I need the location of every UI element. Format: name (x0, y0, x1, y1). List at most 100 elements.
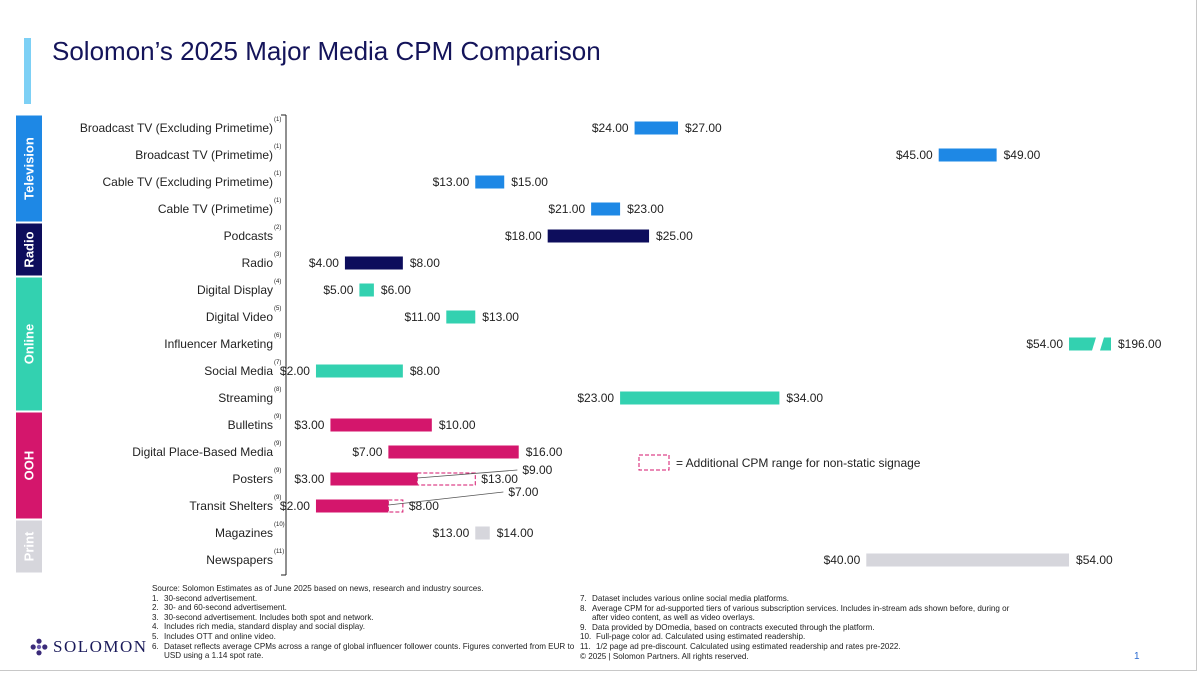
bar-digital-video (446, 310, 476, 324)
bar-influencer-marketing (1069, 337, 1096, 351)
value-high-label: $49.00 (1004, 148, 1041, 162)
value-high-label: $6.00 (381, 283, 411, 297)
value-high-label: $15.00 (511, 175, 548, 189)
legend-dashed-swatch (638, 454, 670, 471)
bar-radio (344, 256, 403, 270)
row-label: Streaming (218, 391, 273, 405)
value-low-label: $45.00 (896, 148, 933, 162)
row-note: (9) (274, 414, 281, 420)
row-note: (1) (274, 198, 281, 204)
value-low-label: $4.00 (309, 256, 339, 270)
footnote-number: 4. (152, 622, 159, 632)
footnote-text: 30- and 60-second advertisement. (164, 603, 287, 613)
value-high-label: $196.00 (1118, 337, 1162, 351)
value-extra-label: $8.00 (409, 499, 439, 513)
row-note: (8) (274, 387, 281, 393)
bar-podcasts (547, 229, 650, 243)
bar-social-media (315, 364, 403, 378)
group-tab-online (16, 277, 42, 411)
row-label: Magazines (215, 526, 273, 540)
footnote-text: Full-page color ad. Calculated using est… (596, 632, 806, 642)
row-note: (2) (274, 225, 281, 231)
logo-wordmark: SOLOMON (53, 637, 148, 656)
footnote-6: 6. Dataset reflects average CPMs across a… (152, 642, 582, 661)
value-low-label: $2.00 (280, 364, 310, 378)
value-leader-line (388, 491, 504, 506)
value-high-label: $54.00 (1076, 553, 1113, 567)
value-high-label: $8.00 (410, 256, 440, 270)
legend-label: = Additional CPM range for non-static si… (676, 456, 921, 470)
value-high-label: $34.00 (786, 391, 823, 405)
value-high-label: $13.00 (482, 310, 519, 324)
footnote-number: 7. (580, 594, 587, 603)
footnote-number: 9. (580, 622, 587, 632)
row-note: (9) (274, 468, 281, 474)
bar-broadcast-tv-primetime (938, 148, 997, 162)
bar-posters (330, 472, 418, 486)
footnote-text: Includes OTT and online video. (164, 631, 276, 641)
group-label-radio: Radio (22, 231, 37, 267)
row-label: Cable TV (Primetime) (158, 202, 273, 216)
footnote-number: 11. (580, 641, 591, 651)
footnote-1: 1. 30-second advertisement. (152, 594, 582, 604)
value-high-label: $27.00 (685, 121, 722, 135)
footnote-number: 5. (152, 631, 159, 641)
footnote-number: 3. (152, 612, 159, 622)
value-low-label: $23.00 (577, 391, 614, 405)
value-high-label: $8.00 (410, 364, 440, 378)
footnote-4: 4. Includes rich media, standard display … (152, 622, 582, 632)
footnote-5: 5. Includes OTT and online video. (152, 632, 582, 642)
value-high-label: $23.00 (627, 202, 664, 216)
footnote-7: 7. Dataset includes various online social… (580, 594, 1020, 604)
group-tab-ooh (16, 412, 42, 519)
value-low-label: $54.00 (1026, 337, 1063, 351)
page-title: Solomon’s 2025 Major Media CPM Compariso… (52, 36, 601, 66)
value-low-label: $11.00 (404, 310, 440, 324)
row-label: Cable TV (Excluding Primetime) (102, 175, 273, 189)
row-note: (6) (274, 333, 281, 339)
page-number: 1 (1134, 651, 1140, 662)
footnote-text: Dataset reflects average CPMs across a r… (164, 641, 575, 661)
footnotes-right: 7. Dataset includes various online social… (580, 594, 1020, 661)
value-low-label: $5.00 (323, 283, 353, 297)
footnote-number: 8. (580, 603, 587, 613)
value-high-label: $14.00 (497, 526, 534, 540)
footnote-number: 6. (152, 641, 159, 651)
row-label: Transit Shelters (189, 499, 273, 513)
bar-broadcast-tv-excluding-primetime (634, 121, 679, 135)
value-extra-label: $13.00 (481, 472, 518, 486)
bar-digital-display (359, 283, 374, 297)
footnote-text: Includes rich media, standard display an… (164, 622, 365, 632)
footnote-text: 30-second advertisement. Includes both s… (164, 612, 374, 622)
group-tab-television (16, 115, 42, 222)
row-note: (7) (274, 360, 281, 366)
bar-bulletins (330, 418, 432, 432)
solomon-logo: SOLOMON (30, 637, 148, 657)
row-label: Digital Place-Based Media (132, 445, 273, 459)
value-low-label: $3.00 (294, 418, 324, 432)
row-label: Podcasts (224, 229, 273, 243)
row-note: (4) (274, 279, 281, 285)
row-note: (5) (274, 306, 281, 312)
value-low-label: $24.00 (592, 121, 629, 135)
footnote-number: 10. (580, 632, 592, 642)
bar-influencer-marketing-break-segment (1100, 337, 1111, 351)
value-high-label: $16.00 (526, 445, 563, 459)
row-note: (1) (274, 144, 281, 150)
value-high-label: $9.00 (522, 463, 552, 477)
footnote-11: 11. 1/2 page ad pre-discount. Calculated … (580, 642, 1020, 652)
solomon-emblem-icon (30, 638, 48, 656)
footnote-8: 8. Average CPM for ad-supported tiers of … (580, 604, 1020, 623)
row-label: Bulletins (228, 418, 273, 432)
group-label-ooh: OOH (22, 451, 37, 481)
source-note: Source: Solomon Estimates as of June 202… (152, 584, 484, 593)
bar-cable-tv-excluding-primetime (475, 175, 505, 189)
value-low-label: $13.00 (433, 175, 470, 189)
bar-magazines (475, 526, 490, 540)
title-accent-bar (24, 38, 31, 104)
row-note: (1) (274, 117, 281, 123)
value-high-label: $10.00 (439, 418, 476, 432)
value-high-label: $7.00 (508, 485, 538, 499)
group-label-online: Online (22, 324, 37, 364)
footnote-9: 9. Data provided by DOmedia, based on con… (580, 623, 1020, 633)
